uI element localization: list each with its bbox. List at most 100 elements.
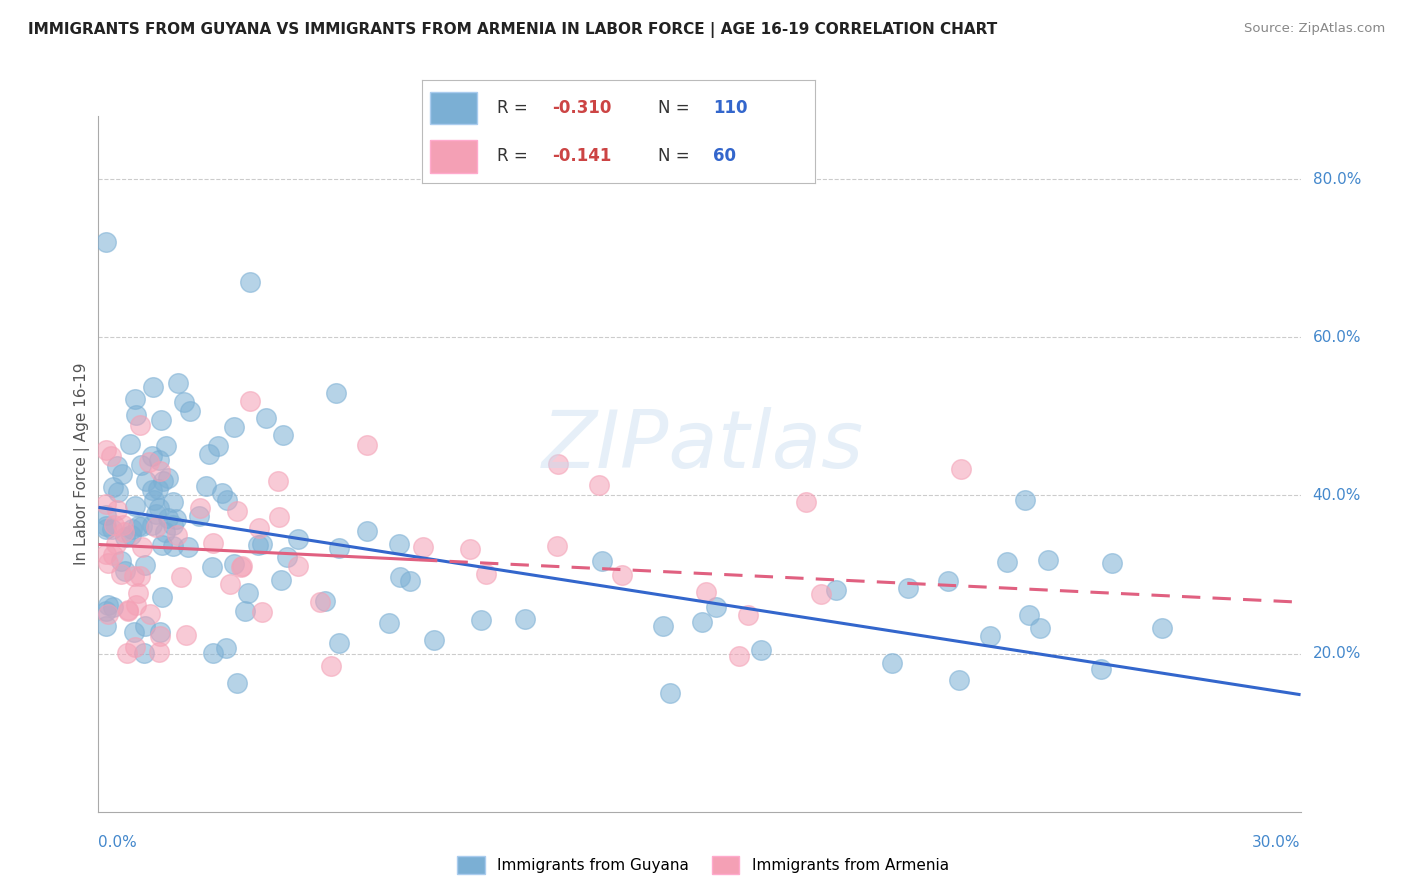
Point <box>105 537 128 551</box>
Point <box>728 649 751 664</box>
Point <box>882 656 904 670</box>
Point <box>328 541 350 555</box>
Point <box>174 628 197 642</box>
Point <box>704 600 727 615</box>
Point <box>97 607 120 622</box>
Point <box>173 395 195 409</box>
Point <box>314 594 336 608</box>
Point <box>547 457 569 471</box>
Point <box>117 604 139 618</box>
Point <box>188 501 211 516</box>
Point <box>105 459 128 474</box>
Point <box>328 635 350 649</box>
Point <box>143 493 166 508</box>
Point <box>591 554 613 568</box>
Point <box>217 493 239 508</box>
Y-axis label: In Labor Force | Age 16-19: In Labor Force | Age 16-19 <box>75 362 90 566</box>
Point <box>157 511 180 525</box>
Point <box>194 479 217 493</box>
Point <box>356 438 378 452</box>
Point <box>810 587 832 601</box>
Text: -0.310: -0.310 <box>551 99 612 117</box>
Point <box>219 577 242 591</box>
Point <box>250 537 273 551</box>
Point <box>134 558 156 573</box>
Text: ZIPatlas: ZIPatlas <box>541 407 865 485</box>
Point <box>207 439 229 453</box>
Point <box>101 480 124 494</box>
Point <box>1018 608 1040 623</box>
Point <box>124 499 146 513</box>
Point <box>100 450 122 464</box>
Point <box>132 646 155 660</box>
Point <box>138 455 160 469</box>
Point <box>246 538 269 552</box>
Text: R =: R = <box>496 147 533 165</box>
Point <box>120 527 142 541</box>
Point <box>131 519 153 533</box>
Point <box>254 411 277 425</box>
Point <box>162 495 184 509</box>
Point <box>170 570 193 584</box>
Text: 60.0%: 60.0% <box>1313 330 1361 345</box>
Point <box>201 535 224 549</box>
Point <box>125 408 148 422</box>
Point <box>101 548 124 562</box>
Point <box>134 618 156 632</box>
Point <box>118 437 141 451</box>
Point <box>149 629 172 643</box>
Point <box>610 567 633 582</box>
Point <box>267 474 290 488</box>
Point <box>141 517 163 532</box>
Point <box>148 645 170 659</box>
Point <box>236 585 259 599</box>
Point <box>156 471 179 485</box>
FancyBboxPatch shape <box>430 140 477 173</box>
Point <box>155 439 177 453</box>
Point <box>1101 556 1123 570</box>
Point <box>125 598 148 612</box>
Point <box>117 603 139 617</box>
Point <box>148 453 170 467</box>
Point <box>749 643 772 657</box>
Point <box>127 586 149 600</box>
Point <box>389 570 412 584</box>
Point <box>513 612 536 626</box>
Point <box>269 510 291 524</box>
Point <box>938 574 960 589</box>
Point <box>458 542 481 557</box>
Point <box>247 521 270 535</box>
Point <box>231 559 253 574</box>
Point <box>1090 662 1112 676</box>
Point <box>215 641 238 656</box>
Point <box>150 538 173 552</box>
Point <box>114 530 136 544</box>
Point <box>167 376 190 391</box>
Point <box>179 403 201 417</box>
Point <box>166 528 188 542</box>
Point <box>475 567 498 582</box>
Point <box>141 483 163 497</box>
Point <box>96 619 118 633</box>
Point <box>229 560 252 574</box>
Point <box>149 464 172 478</box>
Point <box>124 569 146 583</box>
Point <box>135 474 157 488</box>
Point <box>149 413 172 427</box>
Point <box>225 504 247 518</box>
Point <box>97 556 120 570</box>
Point <box>659 686 682 700</box>
Point <box>177 540 200 554</box>
Point <box>96 442 118 457</box>
Text: Source: ZipAtlas.com: Source: ZipAtlas.com <box>1244 22 1385 36</box>
Point <box>949 461 972 475</box>
Point <box>737 608 759 623</box>
Point <box>239 393 262 408</box>
Text: IMMIGRANTS FROM GUYANA VS IMMIGRANTS FROM ARMENIA IN LABOR FORCE | AGE 16-19 COR: IMMIGRANTS FROM GUYANA VS IMMIGRANTS FRO… <box>28 22 997 38</box>
Point <box>131 540 153 554</box>
Point <box>287 533 309 547</box>
Point <box>139 607 162 622</box>
Point <box>101 600 124 615</box>
Point <box>152 590 174 604</box>
Point <box>97 599 120 613</box>
